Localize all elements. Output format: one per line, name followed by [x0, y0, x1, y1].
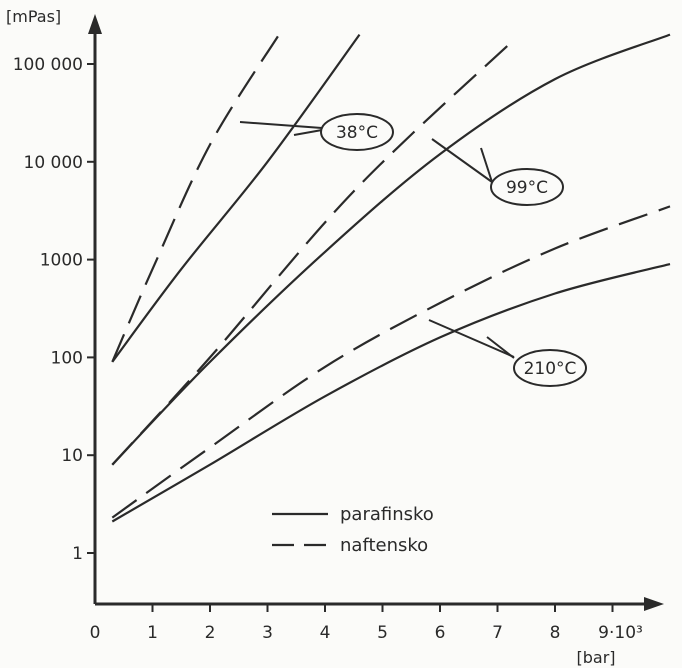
x-multiplier-label: 9·10³ [598, 623, 643, 643]
y-tick-label: 10 [61, 446, 83, 466]
x-tick-label: 0 [90, 623, 101, 643]
y-tick-label: 100 000 [13, 55, 83, 75]
annotation-leader [431, 138, 493, 183]
annotation-label: 210°C [524, 359, 577, 379]
series-210c-dashed-line [111, 205, 671, 519]
y-tick-label: 1 [72, 544, 83, 564]
x-tick-label: 8 [550, 623, 561, 643]
y-tick-label: 100 [51, 348, 83, 368]
x-axis-title: [bar] [576, 648, 615, 667]
annotation-label: 38°C [336, 123, 378, 143]
annotation-leader [428, 319, 515, 358]
x-tick-label: 5 [377, 623, 388, 643]
series-99c-solid-line [111, 33, 671, 466]
legend-label: parafinsko [340, 504, 434, 525]
series-38c-solid-line [111, 33, 361, 363]
x-tick-label: 3 [262, 623, 273, 643]
annotation-leader [239, 121, 323, 129]
series-210c-solid-line [111, 263, 671, 523]
x-tick-label: 7 [492, 623, 503, 643]
y-tick-label: 1000 [40, 251, 83, 271]
annotation-leader [480, 147, 493, 183]
annotation-leader [293, 129, 323, 136]
x-tick-label: 2 [205, 623, 216, 643]
y-axis-arrow [88, 14, 102, 34]
annotation-ellipse [513, 349, 587, 387]
legend-label: naftensko [340, 535, 428, 556]
x-axis-arrow [644, 597, 664, 611]
annotation-ellipse [320, 113, 394, 151]
x-tick-label: 1 [147, 623, 158, 643]
annotation-label: 99°C [506, 178, 548, 198]
series-38c-dashed-line [111, 34, 280, 363]
annotation-leader [486, 336, 515, 359]
annotation-ellipse [490, 168, 564, 206]
x-tick-label: 6 [435, 623, 446, 643]
y-tick-label: 10 000 [24, 153, 83, 173]
y-axis-title: [mPas] [6, 7, 61, 26]
x-tick-label: 4 [320, 623, 331, 643]
